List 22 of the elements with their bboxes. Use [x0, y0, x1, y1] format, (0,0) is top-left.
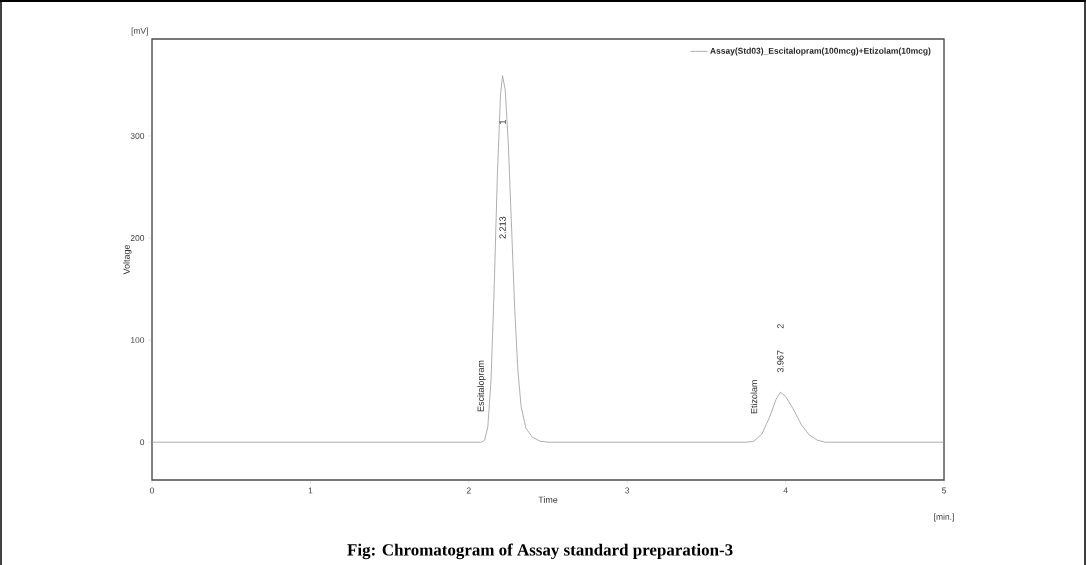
text: Fig: Chromatogram of Assay standard preparation-3 [347, 543, 733, 560]
legend-label: Assay(Std03)_Escitalopram(100mcg)+Etizolam(10mcg) [710, 47, 931, 56]
x-tick-label: 4 [783, 487, 788, 494]
x-tick-label: 3 [625, 487, 630, 494]
annotation: 2.213 [499, 216, 506, 239]
x-tick-label: 5 [942, 487, 947, 494]
annotation: 2 [777, 324, 784, 329]
annotation: Etizolam [750, 380, 758, 414]
x-tick-label: 1 [308, 487, 313, 494]
text: [min.] [934, 513, 954, 522]
x-axis-title: Time [538, 496, 558, 503]
y-tick-label: 200 [130, 235, 145, 242]
annotation: 1 [499, 119, 506, 124]
y-tick-label: 300 [130, 132, 145, 139]
annotation: Escitalopram [477, 360, 486, 412]
annotation: 3.967 [777, 350, 784, 373]
text: [mV] [131, 27, 148, 36]
x-tick-label: 2 [466, 487, 471, 494]
y-axis-title: Voltage [123, 244, 132, 275]
y-tick-label: 0 [140, 439, 145, 446]
y-tick-label: 100 [131, 337, 145, 344]
x-tick-label: 0 [149, 487, 155, 494]
